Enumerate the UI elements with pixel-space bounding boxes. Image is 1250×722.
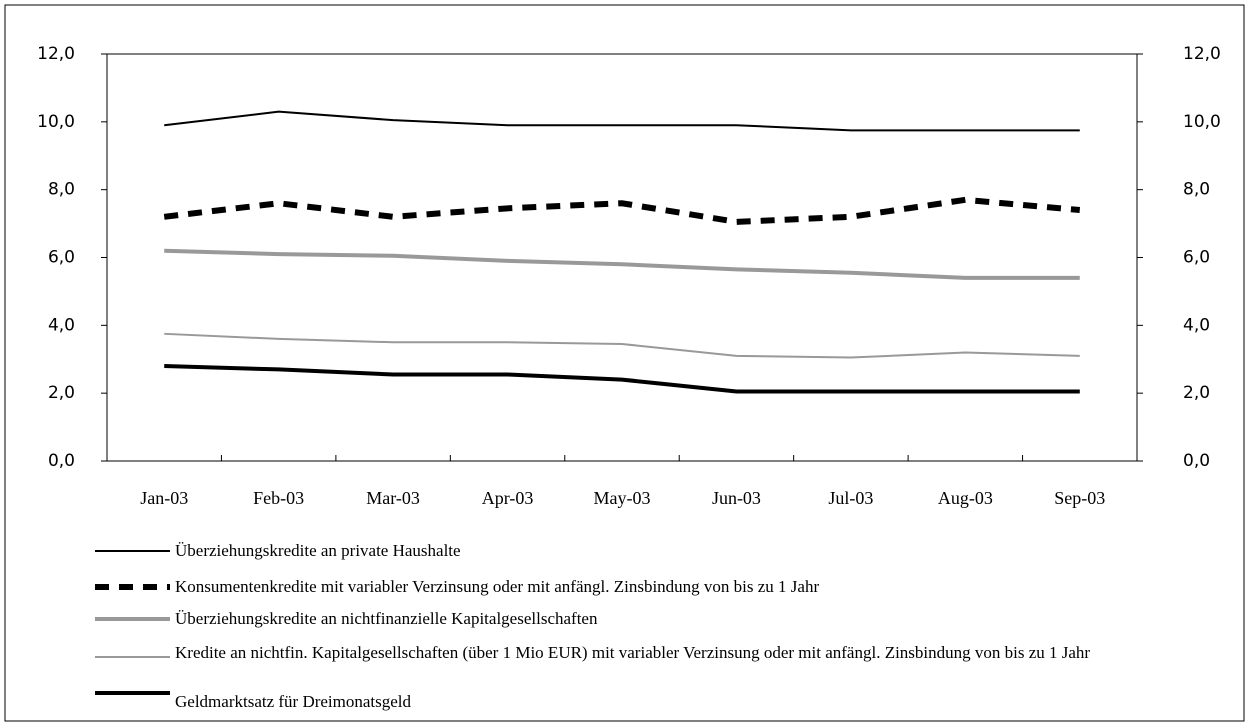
y-tick-label: 12,0: [37, 44, 75, 64]
y2-tick-label: 2,0: [1183, 383, 1210, 403]
x-tick-label: Mar-03: [366, 488, 420, 508]
y-tick-label: 4,0: [48, 315, 75, 335]
series-line: [163, 196, 1081, 225]
legend-label: Geldmarktsatz für Dreimonatsgeld: [175, 692, 412, 711]
y2-tick-label: 10,0: [1183, 112, 1221, 132]
x-tick-label: Jul-03: [828, 488, 873, 508]
y2-tick-label: 12,0: [1183, 44, 1221, 64]
y2-tick-label: 0,0: [1183, 451, 1210, 471]
y2-tick-label: 6,0: [1183, 248, 1210, 268]
y-tick-label: 6,0: [48, 248, 75, 268]
x-tick-label: Jun-03: [712, 488, 761, 508]
x-tick-label: Feb-03: [253, 488, 304, 508]
x-tick-label: Jan-03: [140, 488, 188, 508]
legend-label: Überziehungskredite an nichtfinanzielle …: [175, 609, 598, 628]
x-tick-label: Aug-03: [938, 488, 993, 508]
x-tick-label: May-03: [594, 488, 651, 508]
y-tick-label: 10,0: [37, 112, 75, 132]
series-line: [164, 110, 1080, 132]
frame: [4, 4, 1245, 722]
legend-label: Kredite an nichtfin. Kapitalgesellschaft…: [175, 643, 1091, 662]
legend-label: Überziehungskredite an private Haushalte: [175, 541, 461, 560]
legend-label: Konsumentenkredite mit variabler Verzins…: [175, 577, 820, 596]
series-line: [164, 332, 1080, 359]
y-tick-label: 8,0: [48, 180, 75, 200]
series-line: [164, 364, 1080, 394]
y2-tick-label: 8,0: [1183, 180, 1210, 200]
x-tick-label: Apr-03: [482, 488, 534, 508]
y-tick-label: 2,0: [48, 383, 75, 403]
y-tick-label: 0,0: [48, 451, 75, 471]
series-line: [164, 248, 1080, 280]
x-tick-label: Sep-03: [1054, 488, 1105, 508]
y2-tick-label: 4,0: [1183, 315, 1210, 335]
